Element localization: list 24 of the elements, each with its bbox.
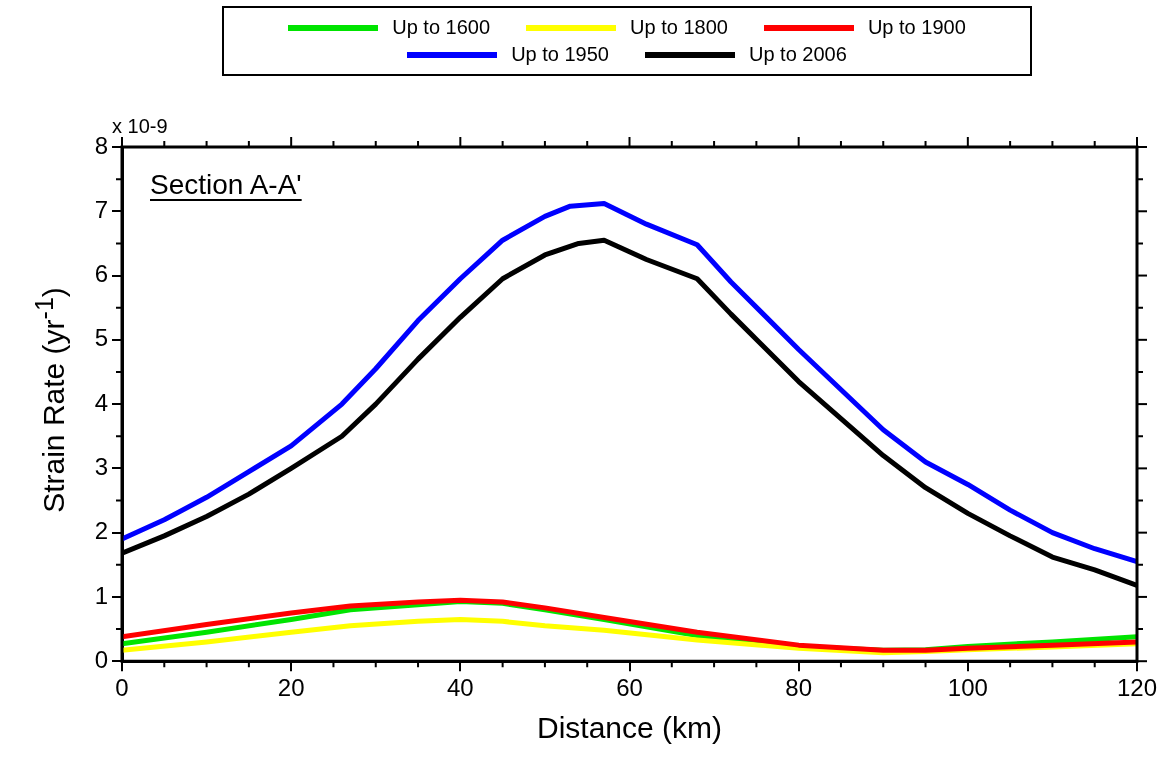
x-tick-label: 120 <box>1116 674 1158 702</box>
legend-label: Up to 2006 <box>749 43 847 66</box>
y-tick-label: 6 <box>94 260 108 288</box>
x-tick-label: 60 <box>616 674 643 702</box>
y-tick-label: 0 <box>94 645 108 673</box>
y-tick-label: 8 <box>94 131 108 159</box>
x-tick-label: 100 <box>947 674 988 702</box>
legend-label: Up to 1950 <box>511 43 609 66</box>
y-tick-label: 3 <box>94 453 108 480</box>
y-tick-label: 4 <box>94 388 108 416</box>
y-tick-label: 1 <box>94 581 108 609</box>
y-tick-label: 5 <box>94 324 108 352</box>
x-tick-label: 80 <box>785 674 813 702</box>
annotation: Section A-A' <box>150 169 302 201</box>
y-tick-label: 2 <box>94 517 108 545</box>
x-axis-title: Distance (km) <box>536 711 723 745</box>
legend-label: Up to 1900 <box>867 16 966 39</box>
legend-label: Up to 1800 <box>630 16 728 39</box>
text: x 10-9 <box>112 115 168 137</box>
y-tick-label: 7 <box>94 195 108 223</box>
legend-label: Up to 1600 <box>392 16 491 39</box>
x-tick-label: 20 <box>277 674 305 702</box>
x-tick-label: 0 <box>115 674 129 702</box>
x-tick-label: 40 <box>446 674 474 702</box>
